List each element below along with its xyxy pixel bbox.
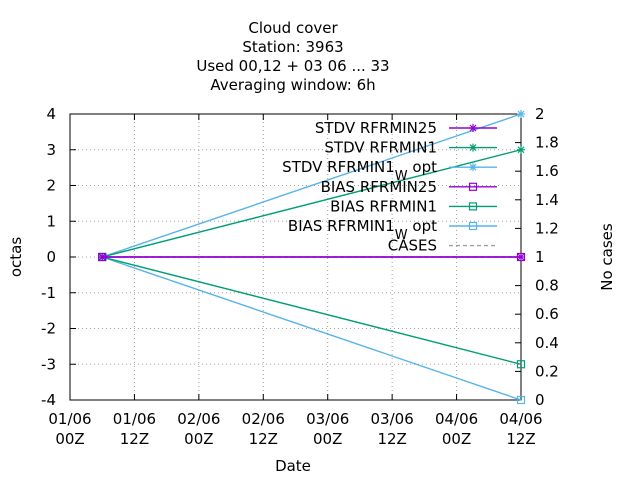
x-tick-label: 12Z	[506, 430, 535, 448]
y2-tick-label: 2	[535, 105, 545, 123]
data-point	[98, 252, 107, 262]
y2-tick-label: 0	[535, 391, 545, 409]
x-tick-label: 04/06	[435, 410, 478, 428]
y-tick-label: 4	[46, 105, 56, 123]
title-line: Station: 3963	[242, 38, 343, 56]
title-line: Used 00,12 + 03 06 ... 33	[196, 57, 389, 75]
x-tick-label: 00Z	[442, 430, 471, 448]
x-tick-label: 02/06	[177, 410, 220, 428]
legend-item: BIAS RFRMIN25	[321, 178, 497, 196]
x-tick-label: 12Z	[120, 430, 149, 448]
y-tick-label: 3	[46, 141, 56, 159]
y2-tick-label: 1.4	[535, 191, 559, 209]
marker-stroke	[517, 146, 525, 154]
y-tick-label: 1	[46, 212, 56, 230]
series-line	[102, 256, 522, 365]
y-axis-label: octas	[7, 237, 25, 277]
x-tick-label: 04/06	[499, 410, 542, 428]
legend-label-name: STDV RFRMIN25	[315, 119, 437, 137]
data-point	[517, 110, 525, 118]
y2-tick-label: 1.8	[535, 134, 559, 152]
legend-label: STDV RFRMIN25	[315, 119, 437, 137]
axis-ticks: 01/06 00Z 01/06 12Z 02/06 00Z 02/06 12Z 03/06 00Z…	[41, 105, 559, 448]
x-tick-label: 01/06	[113, 410, 156, 428]
legend-label-name: BIAS RFRMIN1	[288, 217, 395, 235]
legend-label-name: STDV RFRMIN1	[282, 158, 395, 176]
legend-label-name: STDV RFRMIN1	[324, 139, 437, 157]
x-tick-label: 12Z	[377, 430, 406, 448]
y2-tick-label: 1.2	[535, 219, 559, 237]
y2-tick-label: 1	[535, 248, 545, 266]
y2-tick-label: 0.8	[535, 277, 559, 295]
y2-tick-label: 0.6	[535, 305, 559, 323]
marker-stroke	[517, 110, 525, 118]
marker-stroke	[469, 124, 477, 132]
legend-label: BIAS RFRMIN1W opt	[288, 217, 437, 243]
legend-item: STDV RFRMIN25	[315, 119, 497, 137]
data-point	[517, 145, 525, 154]
x-tick-label: 01/06	[48, 410, 91, 428]
legend-label-name: BIAS RFRMIN1	[330, 197, 437, 215]
legend-label: BIAS RFRMIN1	[330, 197, 437, 215]
x-axis-label: Date	[275, 457, 311, 475]
x-tick-label: 03/06	[306, 410, 349, 428]
legend-label: CASES	[388, 237, 437, 255]
marker-stroke	[469, 163, 477, 171]
series-lines	[98, 110, 526, 405]
legend-label-name: CASES	[388, 237, 437, 255]
data-point	[516, 252, 526, 262]
legend-label-name: BIAS RFRMIN25	[321, 178, 437, 196]
x-tick-label: 02/06	[242, 410, 285, 428]
series-line	[101, 113, 522, 258]
legend-item: STDV RFRMIN1W opt	[282, 158, 497, 184]
series-4	[98, 252, 526, 369]
x-tick-label: 03/06	[371, 410, 414, 428]
y-tick-label: 2	[46, 177, 56, 195]
y-tick-label: -3	[41, 355, 56, 373]
y2-tick-label: 1.6	[535, 162, 559, 180]
title-line: Cloud cover	[248, 19, 338, 37]
marker-stroke	[469, 144, 477, 152]
legend-label-suffix: opt	[408, 158, 437, 176]
legend-item: STDV RFRMIN1	[324, 139, 497, 157]
x-tick-label: 12Z	[249, 430, 278, 448]
legend-label-subscript: W	[395, 228, 408, 243]
y-tick-label: -2	[41, 320, 56, 338]
y-tick-label: -4	[41, 391, 56, 409]
legend-marker	[468, 202, 478, 211]
legend-marker	[469, 163, 477, 172]
series-3	[98, 252, 526, 262]
series-line	[101, 256, 522, 401]
legend-marker	[469, 143, 477, 152]
legend-item: CASES	[388, 237, 497, 255]
x-tick-label: 00Z	[55, 430, 84, 448]
data-point	[516, 360, 526, 369]
legend-label-suffix: opt	[408, 217, 437, 235]
x-tick-label: 00Z	[313, 430, 342, 448]
legend-label: STDV RFRMIN1W opt	[282, 158, 437, 184]
legend-item: BIAS RFRMIN1W opt	[288, 217, 497, 243]
y-tick-label: 0	[46, 248, 56, 266]
legend-marker	[469, 124, 477, 132]
legend-label: BIAS RFRMIN25	[321, 178, 437, 196]
y2-tick-label: 0.4	[535, 334, 559, 352]
legend-item: BIAS RFRMIN1	[330, 197, 497, 215]
legend-marker	[468, 182, 478, 191]
y-tick-label: -1	[41, 284, 56, 302]
legend-label-subscript: W	[395, 169, 408, 184]
legend-marker	[468, 221, 478, 231]
title-line: Averaging window: 6h	[210, 76, 375, 94]
y2-axis-label: No cases	[598, 223, 616, 291]
legend-label: STDV RFRMIN1	[324, 139, 437, 157]
data-point	[516, 395, 526, 405]
x-tick-label: 00Z	[184, 430, 213, 448]
y2-tick-label: 0.2	[535, 362, 559, 380]
